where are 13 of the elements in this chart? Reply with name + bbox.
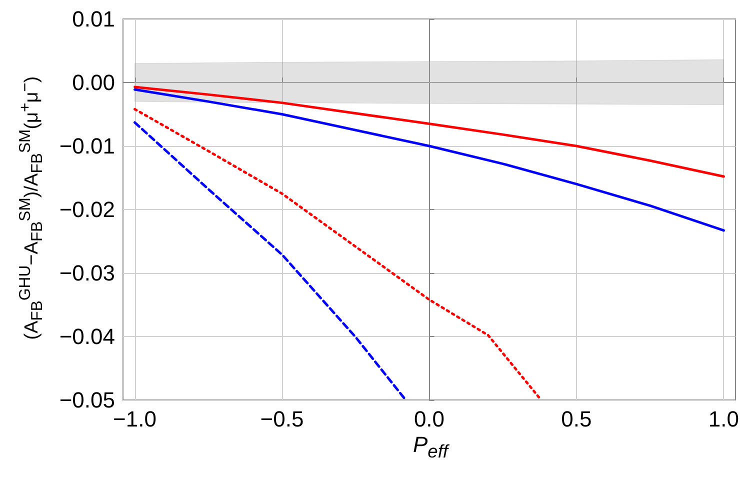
x-tick-label: 0.5 bbox=[561, 406, 592, 432]
y-tick-label: 0.01 bbox=[72, 6, 115, 32]
x-axis-title: P$_{eff}$ bbox=[412, 432, 450, 462]
y-tick-label: 0.00 bbox=[72, 70, 115, 95]
y-tick-label: −0.04 bbox=[59, 324, 115, 349]
y-tick-label: −0.02 bbox=[59, 197, 115, 222]
x-tick-label: 0.0 bbox=[414, 406, 445, 432]
x-tick-label: −1.0 bbox=[113, 406, 156, 432]
x-tick-label: 1.0 bbox=[708, 406, 740, 432]
y-tick-label: −0.05 bbox=[59, 388, 115, 412]
y-tick-label: −0.01 bbox=[59, 134, 115, 158]
y-tick-label: −0.03 bbox=[59, 260, 115, 286]
x-tick-label: −0.5 bbox=[260, 406, 304, 432]
